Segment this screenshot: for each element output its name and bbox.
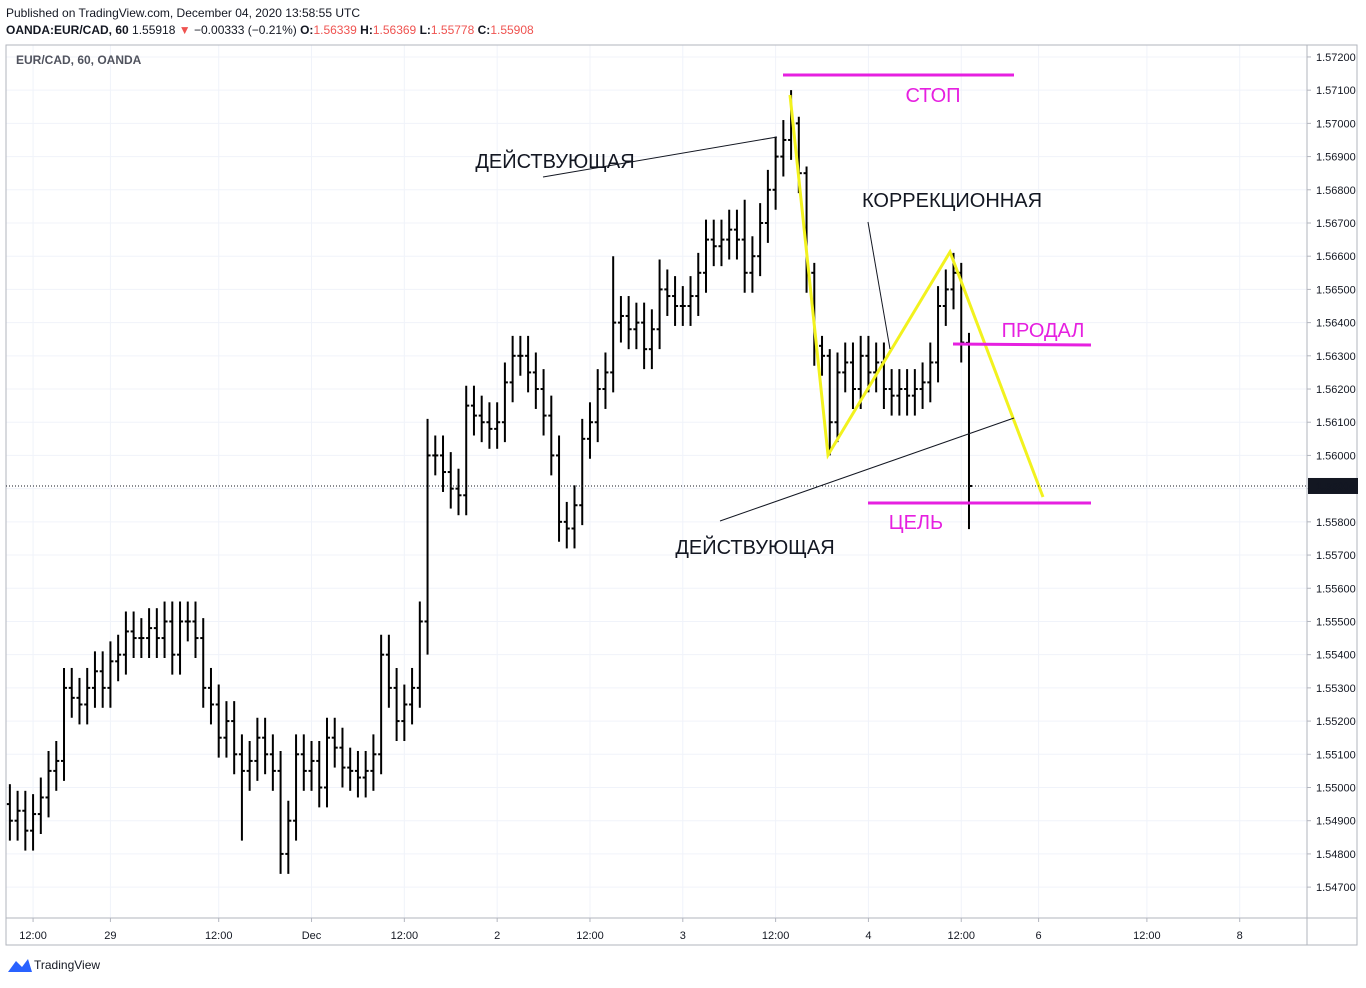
axes: 1.54700 1.54800 1.54900 1.55000 1.55100 1.552… xyxy=(6,52,1358,942)
y-tick-label: 1.54700 xyxy=(1316,882,1356,894)
x-tick-label: 12:00 xyxy=(19,930,47,942)
last-price: 1.55918 xyxy=(132,23,176,37)
y-tick-label: 1.55700 xyxy=(1316,550,1356,562)
x-tick-label: 12:00 xyxy=(576,930,604,942)
x-tick-label: 29 xyxy=(104,930,116,942)
change: −0.00333 (−0.21%) xyxy=(194,23,297,37)
x-tick-label: 2 xyxy=(494,930,500,942)
y-tick-label: 1.56900 xyxy=(1316,152,1356,164)
open-value: 1.56339 xyxy=(313,23,357,37)
low-label: L: xyxy=(420,23,431,37)
y-tick-label: 1.57000 xyxy=(1316,118,1356,130)
x-tick-label: 8 xyxy=(1237,930,1243,942)
x-tick-label: 12:00 xyxy=(947,930,975,942)
published-note: Published on TradingView.com, December 0… xyxy=(6,6,360,20)
close-value: 1.55908 xyxy=(490,23,534,37)
pointer-line xyxy=(542,136,778,178)
y-tick-label: 1.56100 xyxy=(1316,417,1356,429)
y-tick-label: 1.54900 xyxy=(1316,816,1356,828)
y-tick-label: 1.55000 xyxy=(1316,782,1356,794)
x-tick-label: Dec xyxy=(302,930,322,942)
brand: TradingView xyxy=(34,958,100,972)
annotation: ДЕЙСТВУЮЩАЯ xyxy=(675,535,834,559)
x-tick-label: 12:00 xyxy=(762,930,790,942)
y-tick-label: 1.55300 xyxy=(1316,683,1356,695)
x-tick-label: 6 xyxy=(1036,930,1042,942)
bars xyxy=(6,90,972,874)
annotation: СТОП xyxy=(905,85,960,107)
annotation: ДЕЙСТВУЮЩАЯ xyxy=(475,149,634,173)
drawings: СТОП ДЕЙСТВУЮЩАЯ КОРРЕКЦИОННАЯ ПРОДАЛ ДЕ… xyxy=(475,73,1092,559)
frame xyxy=(5,44,1358,946)
y-tick-label: 1.55800 xyxy=(1316,517,1356,529)
annotation: КОРРЕКЦИОННАЯ xyxy=(862,190,1042,212)
x-tick-label: 12:00 xyxy=(391,930,419,942)
y-tick-label: 1.55400 xyxy=(1316,650,1356,662)
last-price-label: 1.55908 xyxy=(1316,481,1356,493)
y-tick-label: 1.56800 xyxy=(1316,185,1356,197)
y-tick-label: 1.55500 xyxy=(1316,616,1356,628)
y-tick-label: 1.56300 xyxy=(1316,351,1356,363)
y-tick-label: 1.57200 xyxy=(1316,52,1356,64)
sell-line xyxy=(952,342,1092,347)
y-tick-label: 1.56000 xyxy=(1316,450,1356,462)
grid xyxy=(6,45,1307,918)
annotation: ПРОДАЛ xyxy=(1002,320,1085,342)
x-tick-label: 12:00 xyxy=(1133,930,1161,942)
close-label: C: xyxy=(478,23,491,37)
open-label: O: xyxy=(300,23,313,37)
low-value: 1.55778 xyxy=(431,23,475,37)
last-price-box xyxy=(1308,477,1358,494)
y-tick-label: 1.56200 xyxy=(1316,384,1356,396)
y-tick-label: 1.57100 xyxy=(1316,85,1356,97)
logo-icon xyxy=(8,959,32,972)
y-tick-label: 1.56600 xyxy=(1316,251,1356,263)
pointer-line xyxy=(867,221,891,350)
x-tick-label: 12:00 xyxy=(205,930,233,942)
x-tick-label: 4 xyxy=(865,930,871,942)
y-tick-label: 1.56700 xyxy=(1316,218,1356,230)
wave-line xyxy=(788,94,1045,498)
y-tick-label: 1.56400 xyxy=(1316,318,1356,330)
annotation: ЦЕЛЬ xyxy=(889,512,943,534)
trend-line xyxy=(719,417,1015,522)
y-tick-label: 1.56500 xyxy=(1316,284,1356,296)
y-tick-label: 1.54800 xyxy=(1316,849,1356,861)
y-tick-label: 1.55200 xyxy=(1316,716,1356,728)
footer-logo: TradingView xyxy=(8,958,100,972)
symbol-line: OANDA:EUR/CAD, 60 1.55918 ▼ −0.00333 (−0… xyxy=(6,23,534,37)
high-label: H: xyxy=(360,23,373,37)
watermark: EUR/CAD, 60, OANDA xyxy=(16,53,142,67)
symbol: OANDA:EUR/CAD, 60 xyxy=(6,23,129,37)
high-value: 1.56369 xyxy=(373,23,417,37)
y-tick-label: 1.55100 xyxy=(1316,749,1356,761)
y-tick-label: 1.55600 xyxy=(1316,583,1356,595)
x-tick-label: 3 xyxy=(680,930,686,942)
change-arrow: ▼ xyxy=(179,23,191,37)
